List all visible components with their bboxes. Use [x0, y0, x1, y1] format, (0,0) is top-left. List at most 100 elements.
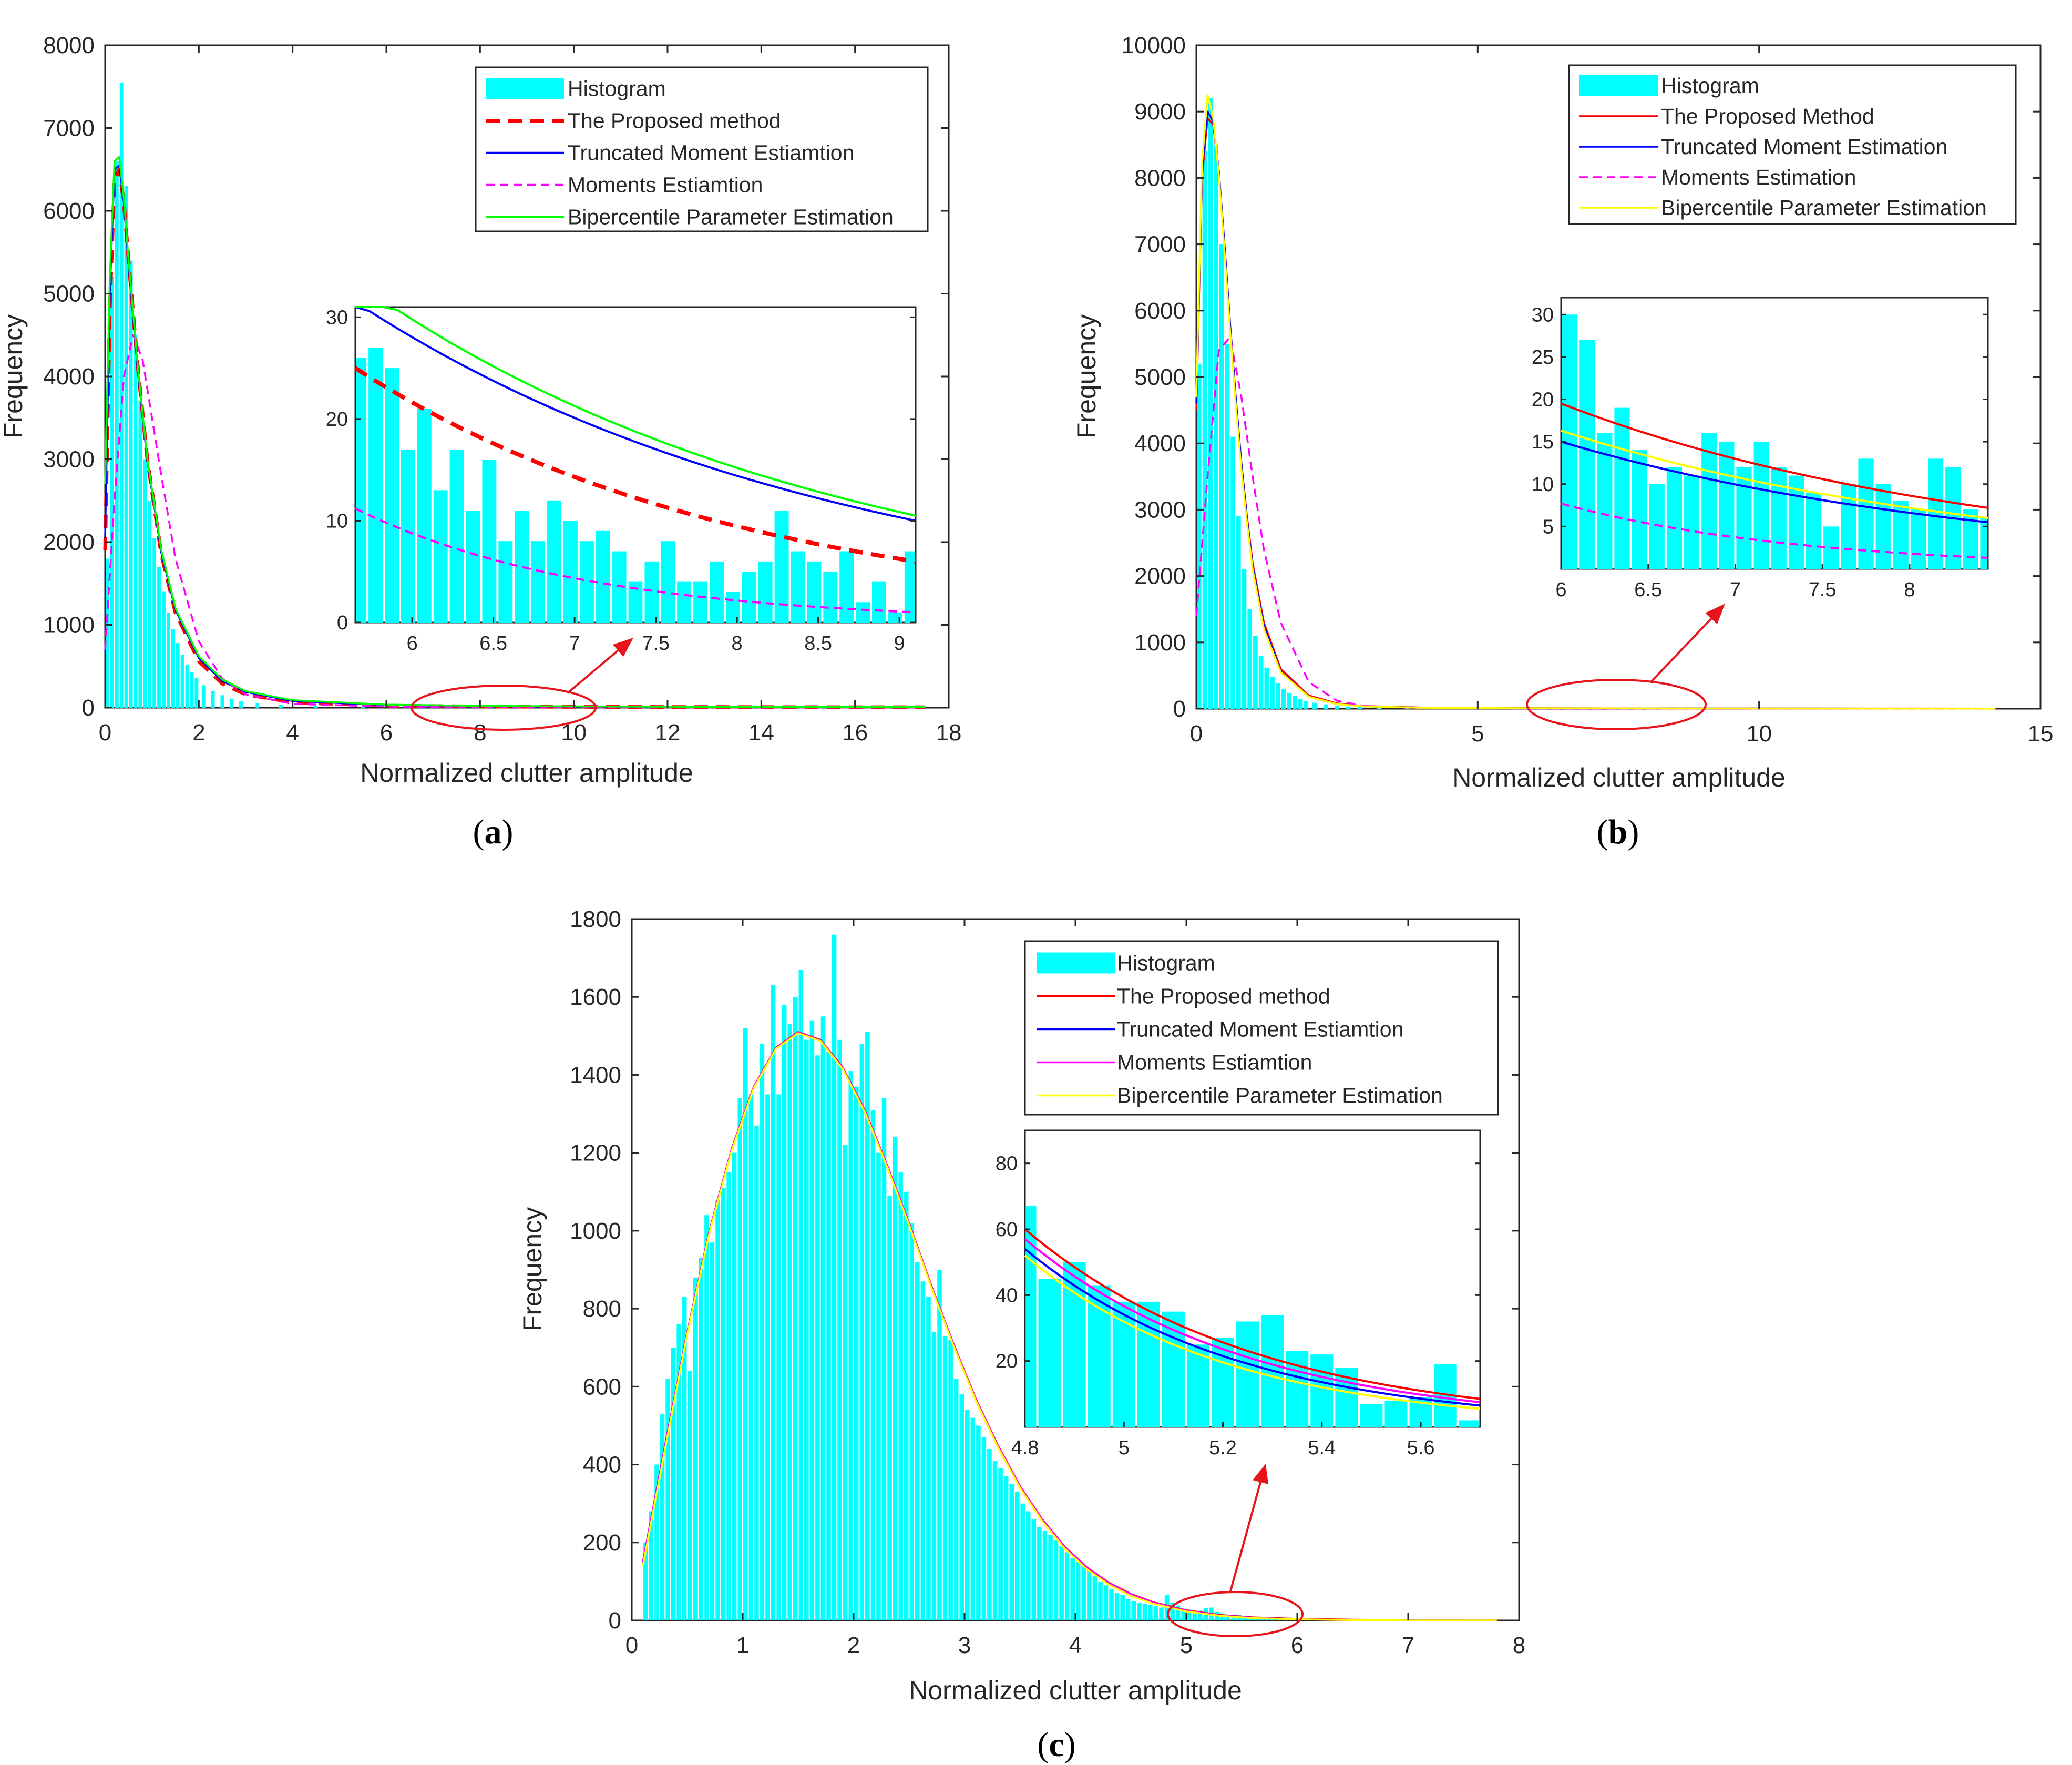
inset-histogram-bar	[466, 511, 480, 623]
histogram-bar	[671, 1348, 676, 1620]
histogram-bar	[157, 567, 161, 708]
histogram-bar	[1026, 1511, 1031, 1620]
histogram-bar	[771, 985, 776, 1620]
series-line-bipercentile-parameter-estimation	[104, 156, 926, 708]
inset-y-tick-label: 10	[1532, 474, 1554, 496]
histogram-bar	[981, 1437, 987, 1620]
histogram-bar	[1181, 1608, 1186, 1620]
x-tick-label: 0	[625, 1633, 638, 1658]
histogram-bar	[1048, 1534, 1053, 1620]
histogram-bar	[998, 1468, 1003, 1620]
fit-curves	[1195, 94, 1996, 710]
inset-y-tick-label: 20	[1532, 389, 1554, 411]
histogram-bar	[194, 678, 199, 708]
inset-histogram-bar	[1928, 458, 1944, 569]
histogram-bar	[185, 665, 189, 708]
inset-histogram-bar	[1753, 442, 1769, 569]
histogram-bar	[915, 1262, 920, 1620]
histogram-bar	[1114, 1593, 1120, 1620]
inset-y-tick-label: 30	[1532, 304, 1554, 326]
inset-x-tick-label: 5	[1119, 1437, 1130, 1459]
inset-series-line-the-proposed-method	[1561, 402, 1988, 509]
histogram-bar	[1231, 1616, 1236, 1620]
y-axis-label: Frequency	[0, 314, 28, 438]
legend-label: Moments Estiamtion	[1117, 1050, 1312, 1075]
inset-histogram-bar	[1632, 450, 1647, 569]
histogram-bar	[732, 1152, 737, 1620]
legend-label: Bipercentile Parameter Estimation	[568, 205, 894, 229]
inset-frame	[354, 306, 917, 624]
histogram-bar	[798, 970, 804, 1620]
y-tick-label: 0	[1173, 696, 1186, 722]
inset-histogram-bar	[1684, 475, 1700, 569]
histogram-bar	[1076, 1562, 1081, 1620]
zoom-inset: 4.8 5 5.2 5.4 5.6 20 40 60 80	[996, 1129, 1481, 1459]
histogram-bar	[881, 1098, 887, 1620]
histogram-bar	[1230, 436, 1235, 709]
inset-histogram-bar	[482, 460, 497, 623]
histogram-bar	[688, 1371, 693, 1620]
histogram-bar	[710, 1242, 715, 1620]
x-tick-label: 18	[936, 720, 962, 746]
y-tick-label: 3000	[1134, 497, 1186, 523]
histogram-bar	[1197, 363, 1202, 709]
histogram-bar	[1098, 1581, 1103, 1620]
histogram-bar	[926, 1297, 931, 1620]
zoom-arrow	[1649, 604, 1725, 683]
histogram-bar	[820, 1016, 826, 1620]
histogram-bar	[743, 1028, 748, 1620]
x-axis-ticks: 0 1 2 3 4 5 6 7 8	[625, 919, 1525, 1658]
histogram-bar	[1202, 151, 1207, 709]
legend: Histogram The Proposed Method Truncated Mo…	[1568, 64, 2017, 225]
inset-series-line-bipercentile-parameter-estimation	[1024, 1254, 1481, 1410]
histogram-bar	[754, 1125, 759, 1620]
histogram-bar	[1059, 1546, 1064, 1620]
histogram-bar	[904, 1191, 909, 1620]
inset-histogram-bar	[856, 602, 870, 623]
histogram-bar	[1187, 1609, 1192, 1620]
inset-histogram-bar	[1236, 1321, 1259, 1427]
inset-fit-curves	[1561, 402, 1988, 559]
inset-series-line-truncated-moment-estiamtion	[355, 306, 916, 522]
inset-histogram-bar	[888, 612, 902, 623]
histogram-bar	[1312, 702, 1317, 709]
histogram-bar	[1287, 692, 1292, 709]
panel-label-b: (b)	[1597, 813, 1639, 851]
inset-series-line-the-proposed-method	[1024, 1228, 1481, 1400]
legend-label: The Proposed Method	[1661, 104, 1874, 128]
y-tick-label: 1800	[570, 906, 621, 932]
histogram-bar	[1281, 689, 1286, 709]
x-tick-label: 14	[748, 720, 774, 746]
histogram-bar	[854, 1086, 859, 1620]
histogram-bars	[643, 934, 1308, 1620]
inset-x-tick-label: 8	[732, 632, 743, 655]
histogram-bar	[1125, 1599, 1131, 1620]
histogram-bar	[201, 685, 206, 708]
inset-x-tick-label: 6	[1555, 579, 1566, 601]
x-tick-label: 5	[1180, 1633, 1193, 1658]
histogram-bar	[1225, 343, 1230, 709]
inset-y-tick-label: 15	[1532, 431, 1554, 453]
histogram-bar	[887, 1196, 892, 1620]
inset-x-tick-label: 7.5	[642, 632, 670, 655]
zoom-region-ellipse	[1167, 1591, 1304, 1637]
histogram-bar	[1270, 677, 1275, 709]
panel-label-a: (a)	[473, 813, 514, 851]
zoom-arrow	[1229, 1464, 1268, 1594]
inset-histogram-bars	[356, 348, 915, 623]
inset-histogram-bar	[433, 490, 448, 623]
zoom-region-ellipse	[411, 685, 597, 731]
inset-histogram-bar	[596, 530, 610, 623]
y-tick-label: 7000	[1134, 232, 1186, 258]
legend-label: The Proposed method	[1117, 984, 1330, 1008]
inset-histogram-bar	[498, 541, 513, 623]
histogram-bar	[190, 672, 194, 708]
legend-label: Bipercentile Parameter Estimation	[1661, 196, 1987, 220]
histogram-bar	[1087, 1569, 1092, 1620]
x-tick-label: 8	[1513, 1633, 1525, 1658]
x-tick-label: 6	[380, 720, 393, 746]
histogram-bar	[721, 1188, 726, 1620]
zoom-region-ellipse	[1526, 679, 1707, 730]
histogram-bar	[909, 1223, 915, 1620]
inset-histogram-bar	[725, 591, 740, 623]
